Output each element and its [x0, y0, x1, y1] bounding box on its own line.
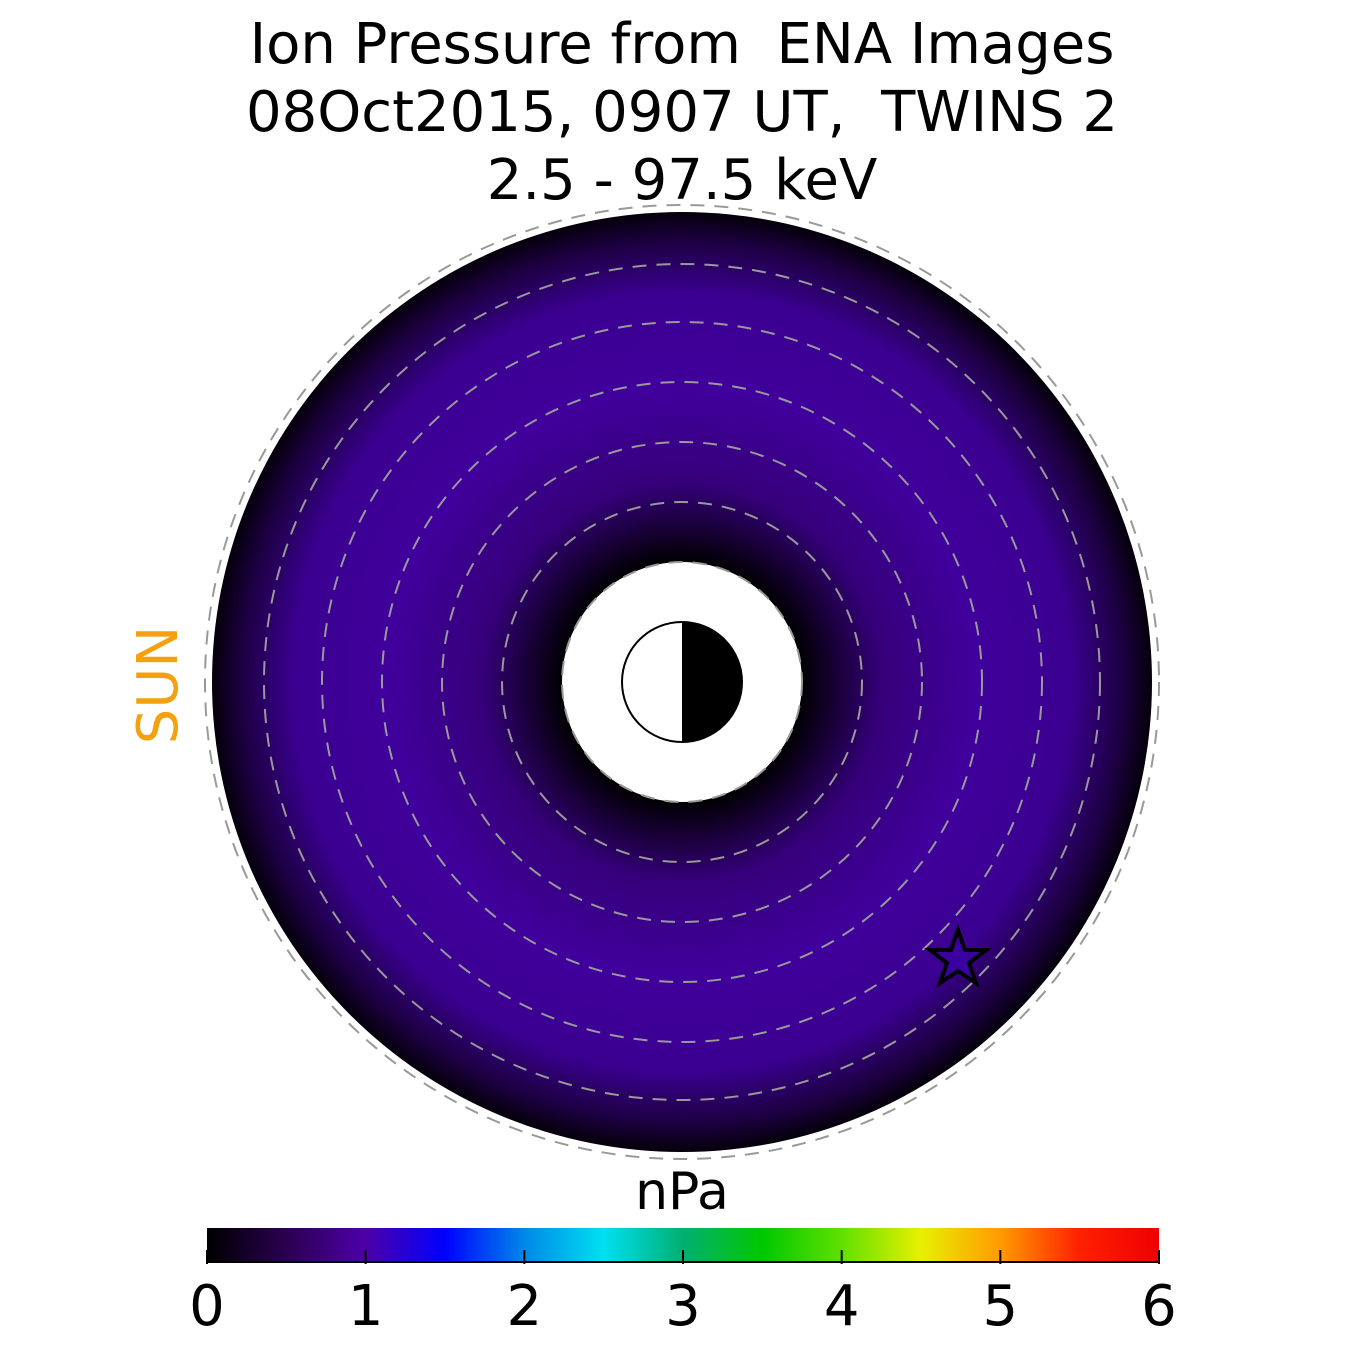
- colorbar-tick-label: 5: [983, 1274, 1019, 1339]
- title-line: Ion Pressure from ENA Images: [250, 12, 1115, 77]
- radial-grid: [204, 204, 1160, 1160]
- earth: [621, 621, 743, 743]
- colorbar-tick-label: 3: [665, 1274, 701, 1339]
- sun-label: SUN: [126, 626, 191, 744]
- colorbar-tick-label: 4: [824, 1274, 860, 1339]
- title-line: 08Oct2015, 0907 UT, TWINS 2: [246, 80, 1118, 145]
- colorbar-label: nPa: [635, 1162, 729, 1222]
- colorbar-tick-label: 6: [1141, 1274, 1177, 1339]
- colorbar-tick-label: 1: [348, 1274, 384, 1339]
- spacecraft-star: [924, 923, 992, 988]
- colorbar-tick-label: 2: [507, 1274, 543, 1339]
- colorbar-tick-label: 0: [189, 1274, 225, 1339]
- title-line: 2.5 - 97.5 keV: [487, 148, 878, 213]
